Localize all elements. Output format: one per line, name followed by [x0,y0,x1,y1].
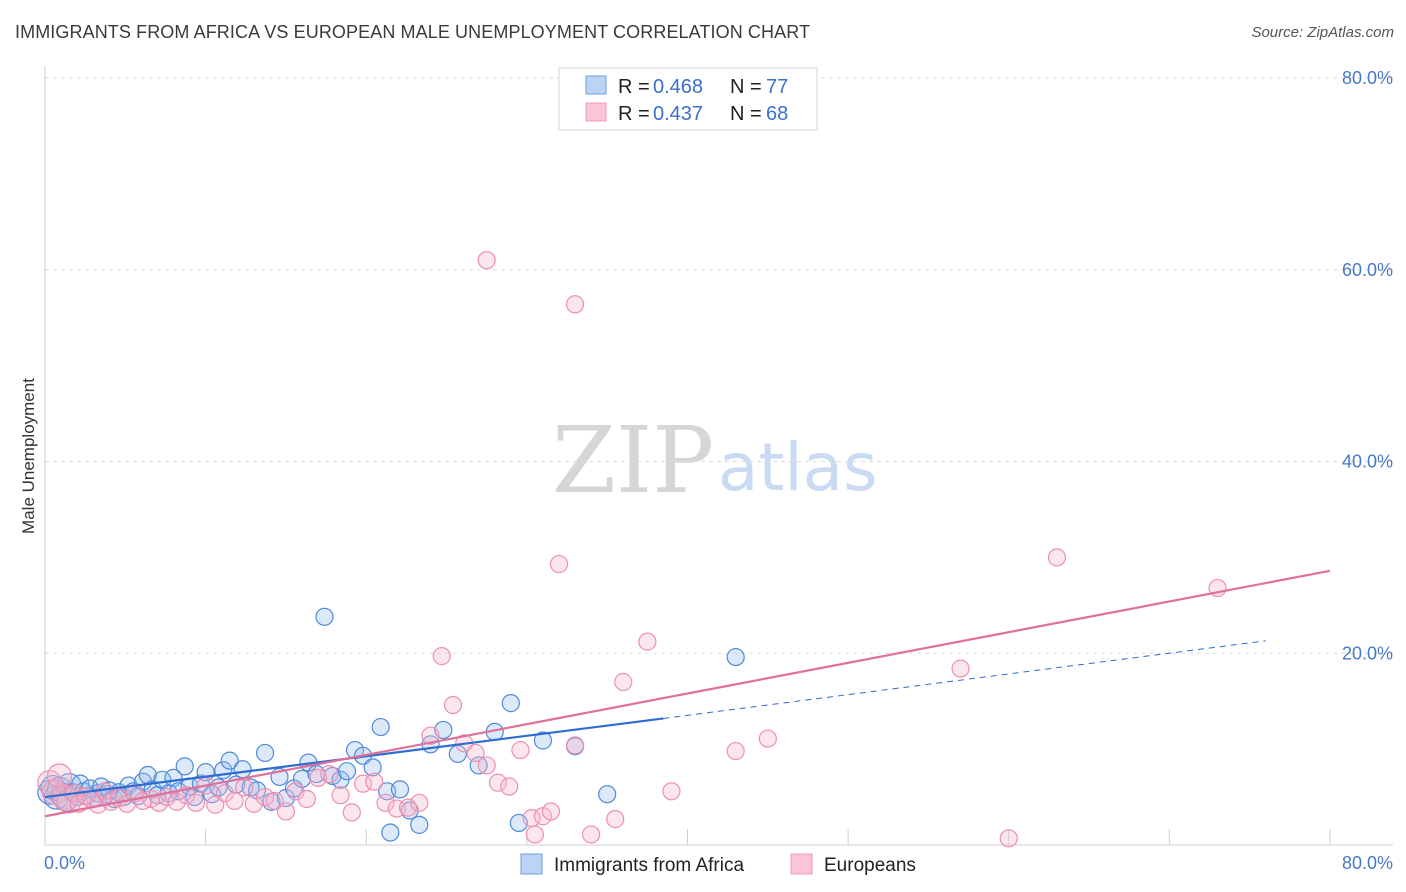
africa-point-62 [381,823,400,842]
axes [44,66,1393,846]
bottom-legend-swatch-europe [790,853,813,875]
series-europe-points [37,251,1227,848]
bottom-legend: Immigrants from Africa Europeans [520,853,916,876]
europe-point-34 [320,764,339,784]
europe-point-51 [511,740,530,760]
africa-point-40 [220,751,239,770]
x-tick-label-0: 0.0% [44,853,85,873]
africa-point-53 [315,607,334,626]
europe-point-28 [255,787,275,807]
bottom-legend-swatch-africa [520,853,543,875]
europe-point-32 [297,789,316,809]
europe-point-56 [549,554,569,574]
legend-n-label-africa: N = [730,76,762,98]
grid-lines [45,77,1393,654]
europe-point-47 [466,743,485,763]
europe-point-43 [421,726,440,745]
bottom-legend-africa: Immigrants from Africa [554,855,744,876]
europe-point-41 [398,798,418,817]
europe-point-70 [565,295,585,314]
watermark-zip: ZIP [552,407,714,514]
europe-point-55 [541,802,561,821]
europe-point-2 [46,763,73,789]
europe-point-50 [500,777,519,796]
bottom-legend-europe: Europeans [824,855,916,876]
europe-point-24 [215,784,234,803]
trend-line-europe [44,569,1331,818]
europe-point-25 [225,791,244,810]
legend-n-value-africa: 77 [766,76,788,98]
europe-point-36 [342,803,361,822]
europe-point-53 [525,825,545,844]
europe-point-63 [726,741,745,761]
y-tick-label-2: 60.0% [1342,260,1393,280]
trend-lines [44,569,1331,818]
europe-point-45 [443,695,463,715]
tick-labels: 20.0% 40.0% 60.0% 80.0% 0.0% 80.0% [44,68,1393,873]
trend-line-africa-extension [663,640,1266,719]
africa-point-76 [726,647,745,667]
legend-r-value-africa: 0.468 [653,76,703,98]
europe-point-27 [244,794,263,813]
europe-point-59 [606,810,625,829]
africa-point-60 [371,717,390,737]
legend-r-label-africa: R = [618,76,650,98]
source-label: Source: ZipAtlas.com [1251,24,1394,41]
europe-point-65 [951,659,970,678]
legend-swatch-europe [585,102,607,122]
top-legend: R = 0.468 N = 77 R = 0.437 N = 68 [558,67,818,131]
africa-point-59 [363,758,382,777]
chart-title: IMMIGRANTS FROM AFRICA VS EUROPEAN MALE … [15,22,811,42]
europe-point-33 [308,768,328,787]
europe-point-38 [365,772,384,791]
europe-point-42 [410,793,429,812]
africa-point-75 [598,785,617,804]
europe-point-64 [758,729,777,748]
africa-point-65 [410,815,429,834]
europe-point-49 [488,773,508,792]
europe-point-30 [276,802,296,821]
europe-point-21 [186,793,206,812]
africa-point-73 [533,731,553,750]
africa-point-56 [337,762,357,781]
y-tick-label-1: 40.0% [1342,452,1393,472]
legend-swatch-africa [585,75,607,95]
europe-point-29 [265,791,284,810]
europe-point-69 [477,251,496,270]
africa-point-63 [390,780,410,799]
legend-r-label-europe: R = [618,103,650,125]
europe-point-48 [477,756,496,775]
y-tick-label-3: 80.0% [1342,68,1393,88]
europe-point-66 [999,829,1018,848]
africa-point-42 [233,760,252,779]
legend-r-value-europe: 0.437 [653,103,703,125]
europe-point-57 [565,736,585,755]
europe-point-37 [353,774,373,793]
europe-point-67 [1047,548,1067,567]
europe-point-44 [432,647,451,666]
y-axis-label: Male Unemployment [19,378,38,534]
africa-point-71 [501,694,520,713]
x-tick-label-1: 80.0% [1342,853,1393,873]
europe-point-61 [638,632,657,651]
europe-point-26 [235,778,254,797]
europe-point-60 [614,672,633,692]
legend-n-value-europe: 68 [766,103,788,125]
africa-point-45 [255,743,275,763]
europe-point-35 [331,786,350,805]
legend-n-label-europe: N = [730,103,762,125]
europe-point-62 [662,782,681,801]
europe-point-58 [582,825,601,844]
watermark-atlas: atlas [718,429,878,506]
y-tick-label-0: 20.0% [1342,643,1393,663]
europe-point-19 [167,792,186,811]
africa-point-32 [175,757,194,776]
europe-point-39 [376,793,395,812]
